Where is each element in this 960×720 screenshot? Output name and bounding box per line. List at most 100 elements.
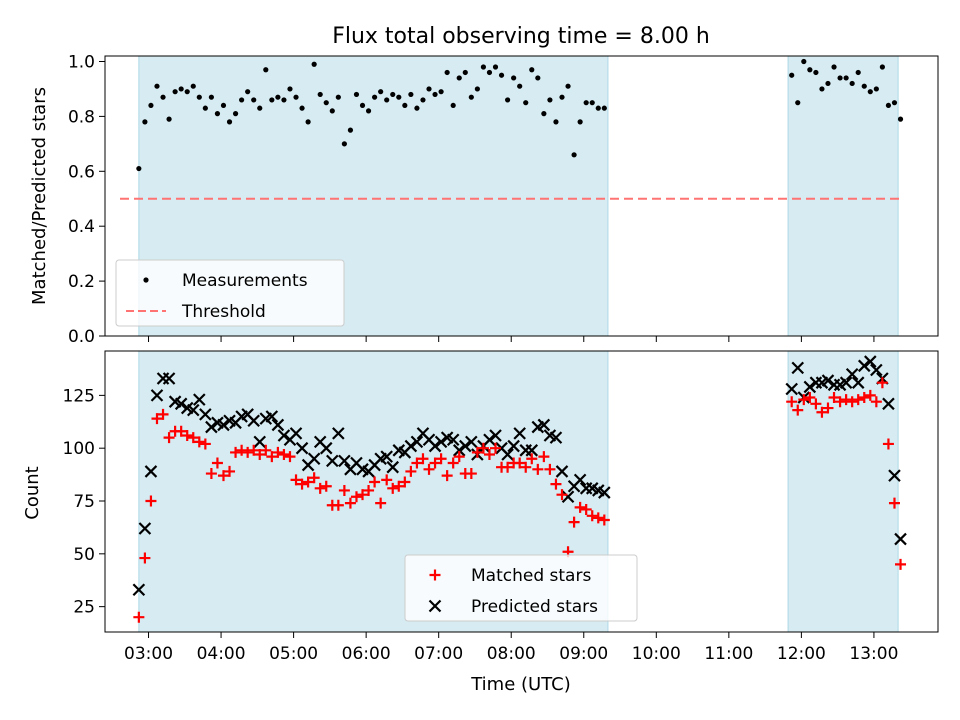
bottom-panel: 25 50 75 100 125 03:00 04:00 05:00 06:00 07:00 08… xyxy=(22,350,939,695)
matched-stars-point xyxy=(387,482,399,494)
measurement-point xyxy=(384,97,390,103)
predicted-stars-point xyxy=(404,439,418,453)
measurement-point xyxy=(837,75,843,81)
matched-stars-point xyxy=(810,398,822,410)
predicted-stars-point xyxy=(150,389,164,402)
matched-stars-point xyxy=(272,446,284,458)
predicted-stars-point xyxy=(489,429,502,442)
matched-stars-point xyxy=(211,457,223,469)
measurement-point xyxy=(359,102,366,109)
matched-stars-point xyxy=(157,408,169,420)
predicted-stars-point xyxy=(205,420,218,434)
measurement-point xyxy=(142,119,148,125)
matched-stars-point xyxy=(526,453,538,465)
matched-stars-point xyxy=(429,457,441,469)
predicted-stars-point xyxy=(295,441,309,455)
y-tick-label: 100 xyxy=(63,439,95,459)
matched-stars-point xyxy=(574,501,586,513)
top-panel: 0.0 0.2 0.4 0.6 0.8 1.0 Matched/Predicted sta… xyxy=(29,52,939,347)
matched-stars-point xyxy=(423,463,435,475)
matched-stars-point xyxy=(798,394,810,406)
matched-stars-point xyxy=(598,514,610,526)
y-tick-label: 0.4 xyxy=(68,217,95,237)
legend-box xyxy=(404,554,638,622)
matched-stars-point xyxy=(254,449,266,461)
matched-stars-point xyxy=(828,391,840,403)
matched-stars-point xyxy=(592,512,604,524)
measurement-point xyxy=(323,100,329,106)
matched-stars-point xyxy=(477,442,489,454)
matched-stars-point xyxy=(217,470,229,482)
predicted-stars-point xyxy=(465,435,478,449)
predicted-stars-point xyxy=(199,408,212,421)
predicted-stars-point xyxy=(573,473,587,487)
predicted-stars-point xyxy=(785,382,798,396)
matched-stars-point xyxy=(411,457,423,469)
matched-stars-point xyxy=(187,432,199,444)
measurement-point xyxy=(160,94,166,100)
matched-stars-point xyxy=(580,503,592,515)
measurement-point xyxy=(873,86,879,92)
measurement-point xyxy=(365,108,372,114)
y-tick-label: 125 xyxy=(63,386,95,406)
matched-stars-point xyxy=(852,394,864,406)
predicted-stars-point xyxy=(882,397,895,411)
predicted-stars-point xyxy=(483,433,496,447)
matched-stars-point xyxy=(483,449,495,461)
x-tick-label: 05:00 xyxy=(269,644,318,664)
measurement-point xyxy=(148,102,154,109)
measurement-point xyxy=(263,67,269,73)
predicted-stars-point xyxy=(217,418,230,432)
legend-label: Threshold xyxy=(181,302,266,322)
matched-stars-point xyxy=(242,446,254,458)
predicted-stars-point xyxy=(289,427,303,440)
predicted-stars-point xyxy=(253,435,267,449)
predicted-stars-point xyxy=(247,414,260,427)
x-tick-label: 13:00 xyxy=(849,644,898,664)
predicted-stars-point xyxy=(845,367,859,381)
measurement-point xyxy=(529,67,535,73)
x-tick-label: 08:00 xyxy=(487,644,536,664)
measurement-point xyxy=(281,97,287,103)
measurement-point xyxy=(831,64,837,70)
y-tick-label: 0.8 xyxy=(68,107,95,127)
matched-stars-point xyxy=(350,491,362,503)
matched-stars-point xyxy=(363,484,375,496)
predicted-stars-point xyxy=(326,454,339,468)
predicted-stars-point xyxy=(555,465,569,478)
predicted-stars-point xyxy=(380,450,393,463)
measurement-point xyxy=(577,119,583,125)
y-tick-label: 50 xyxy=(73,545,95,565)
x-axis-label: Time (UTC) xyxy=(470,674,571,695)
measurement-point xyxy=(807,67,813,73)
matched-stars-point xyxy=(357,489,369,501)
measurement-point xyxy=(795,100,801,106)
measurement-point xyxy=(450,102,456,109)
measurement-point xyxy=(172,89,178,95)
measurement-point xyxy=(408,91,414,98)
top-y-axis-label: Matched/Predicted stars xyxy=(29,87,50,305)
measurement-point xyxy=(438,89,444,95)
matched-stars-point xyxy=(556,489,568,501)
measurement-point xyxy=(571,152,577,158)
measurement-point xyxy=(414,105,420,111)
measurement-point xyxy=(396,94,402,100)
predicted-stars-point xyxy=(459,439,472,453)
matched-stars-point xyxy=(320,480,332,492)
measurement-point xyxy=(595,105,601,111)
measurement-point xyxy=(462,69,468,76)
y-tick-label: 0.2 xyxy=(68,272,95,292)
matched-stars-point xyxy=(441,470,453,482)
predicted-stars-point xyxy=(839,376,853,389)
predicted-stars-point xyxy=(428,439,442,453)
matched-stars-point xyxy=(490,442,502,454)
measurement-point xyxy=(257,105,263,111)
predicted-stars-point xyxy=(174,397,188,411)
matched-stars-point xyxy=(870,396,882,408)
predicted-stars-point xyxy=(410,435,424,449)
matched-stars-point xyxy=(278,449,290,461)
y-tick-label: 25 xyxy=(73,598,95,618)
measurement-point xyxy=(220,102,227,109)
predicted-stars-point xyxy=(319,441,333,455)
matched-stars-point xyxy=(151,413,163,425)
